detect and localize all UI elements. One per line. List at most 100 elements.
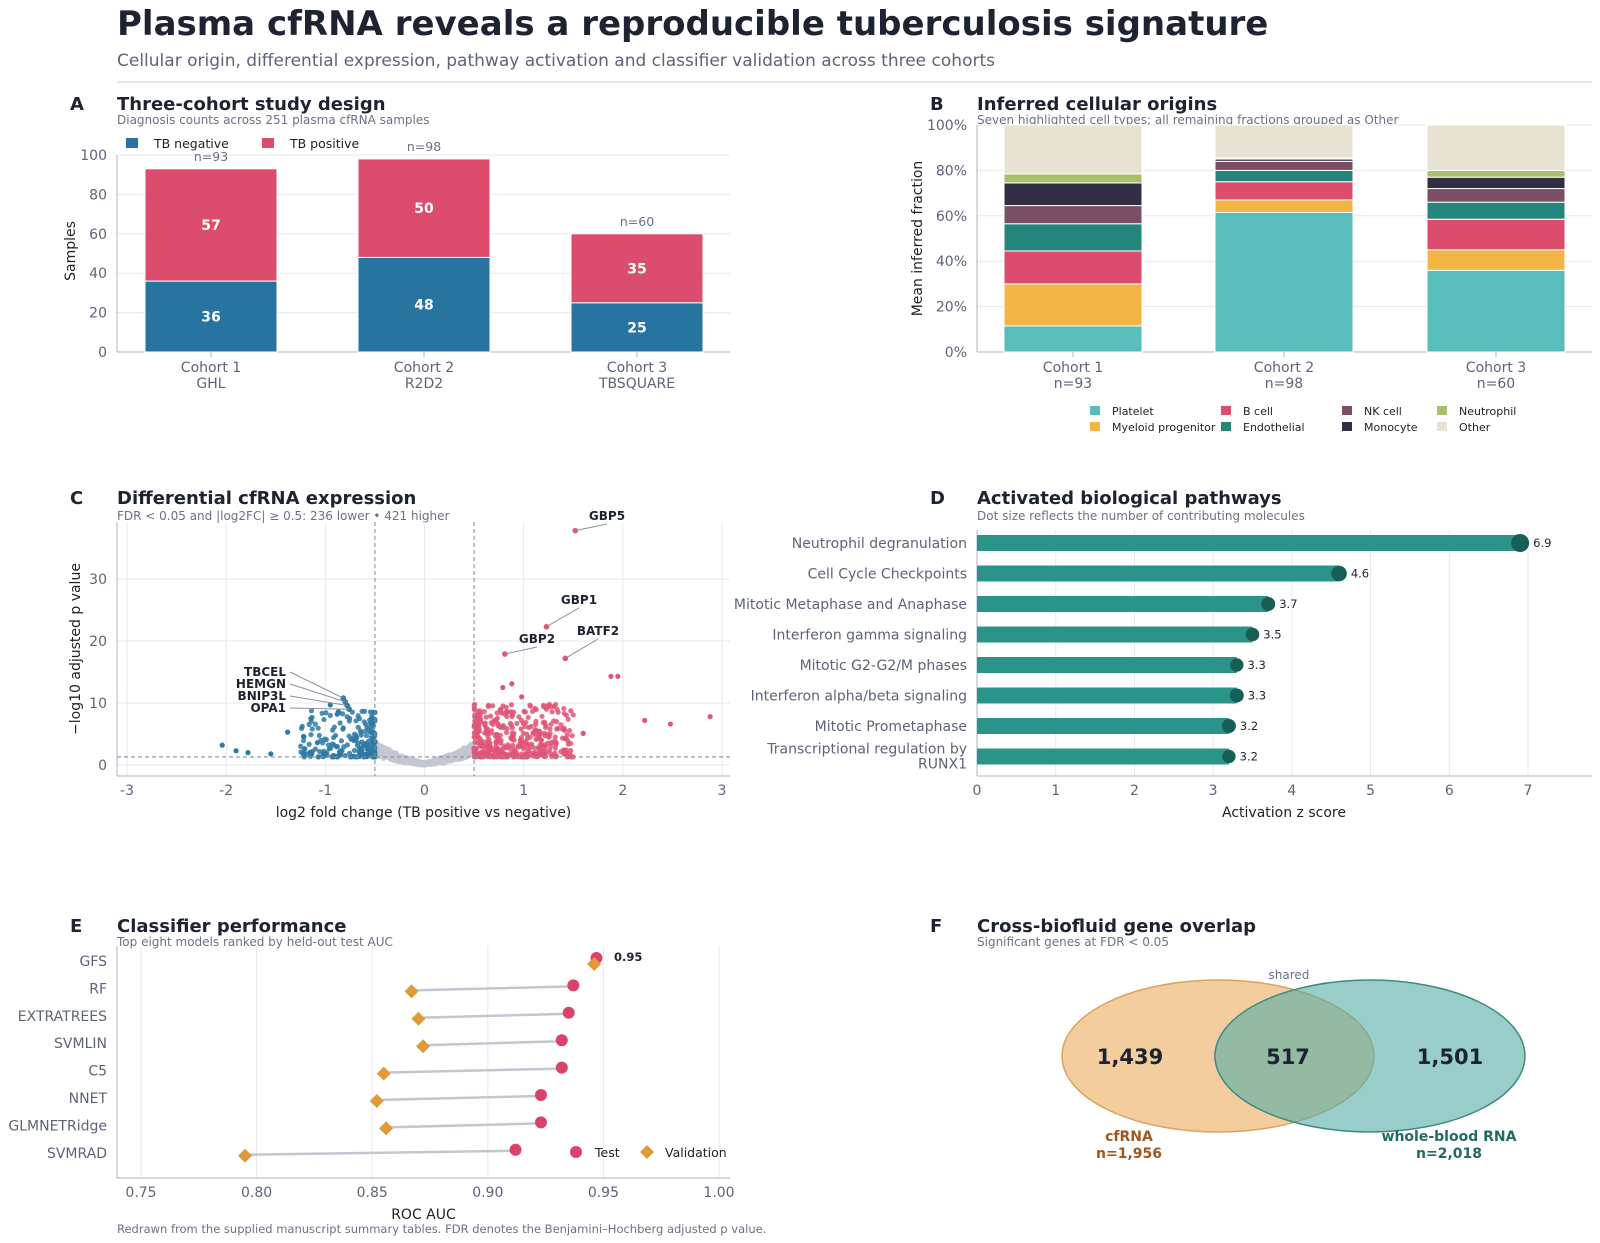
y-tick-label: 60 <box>89 227 107 243</box>
x-tick-label: -1 <box>318 783 332 799</box>
bar-segment <box>1426 169 1566 178</box>
volcano-point-up <box>532 726 538 733</box>
volcano-point-up <box>524 731 530 737</box>
x-tick-label: 1 <box>519 783 528 799</box>
panel-b-header: B Inferred cellular origins Seven highli… <box>930 94 1398 127</box>
panel-e-title: Classifier performance <box>117 916 346 937</box>
bar-value-label: 57 <box>201 218 220 234</box>
bar-segment <box>1426 201 1566 220</box>
volcano-point-up <box>580 730 586 736</box>
volcano-point-up <box>495 722 501 729</box>
bar-segment <box>1214 124 1354 159</box>
test-point <box>555 1061 568 1074</box>
volcano-point-up <box>528 723 534 729</box>
volcano-point-down <box>309 726 315 732</box>
volcano-point-up <box>553 740 559 746</box>
y-tick-label: 0 <box>98 345 107 361</box>
volcano-point-down <box>363 732 369 739</box>
panel-f-title: Cross-biofluid gene overlap <box>977 916 1256 937</box>
x-tick-label: 7 <box>1524 783 1533 799</box>
pathway-bar <box>977 687 1237 704</box>
test-point <box>534 1089 547 1101</box>
volcano-point-down <box>334 711 340 717</box>
pathway-bar <box>977 657 1237 673</box>
x-tick-label: 5 <box>1366 783 1375 799</box>
pathway-bar <box>977 535 1521 551</box>
bar-segment <box>1214 199 1354 213</box>
panel-e-chart: 0.75 0.80 0.85 0.90 0.95 1.00 ROC AUC GFS RF EXTR… <box>8 946 735 1223</box>
bar-segment <box>1426 176 1566 190</box>
volcano-point-up <box>566 727 573 734</box>
legend-label: Endothelial <box>1243 421 1305 434</box>
volcano-point-down <box>344 714 350 720</box>
pathway-bar <box>977 748 1229 765</box>
panel-c-subtitle: FDR < 0.05 and |log2FC| ≥ 0.5: 236 lower… <box>117 509 450 523</box>
volcano-point-down <box>326 746 332 752</box>
volcano-point-down <box>316 732 322 739</box>
y-tick-label: 0 <box>98 758 107 774</box>
dumbbell-connector <box>411 985 574 992</box>
volcano-point-up <box>541 719 548 725</box>
dumbbell-connector <box>245 1149 516 1157</box>
volcano-point-down <box>341 744 347 750</box>
volcano-point-up <box>532 721 539 727</box>
validation-point <box>404 984 419 999</box>
model-label: SVMRAD <box>47 1146 107 1162</box>
validation-point <box>369 1094 384 1108</box>
panel-d-letter: D <box>930 488 945 509</box>
bar-segment <box>1214 211 1354 353</box>
pathway-bar <box>977 626 1253 643</box>
volcano-point-down <box>349 735 355 742</box>
legend-swatch <box>1221 422 1231 431</box>
pathway-label-line: Transcriptional regulation by <box>766 742 967 758</box>
pathway-value-label: 6.9 <box>1533 536 1551 550</box>
legend-swatch <box>1342 406 1352 415</box>
volcano-point-up <box>552 734 558 740</box>
pathway-dot <box>1221 719 1236 733</box>
y-tick-label: 10 <box>89 696 107 712</box>
volcano-point-up <box>509 681 515 687</box>
volcano-point-down <box>322 736 328 742</box>
venn-whole-blood-size: n=2,018 <box>1416 1146 1482 1162</box>
pathway-label-line: RUNX1 <box>918 757 967 773</box>
bar-value-label: 48 <box>414 298 433 314</box>
x-tick-label: Cohort 3 TBSQUARE <box>598 360 675 392</box>
volcano-point-up <box>558 722 564 728</box>
volcano-point-ns <box>378 748 384 755</box>
venn-shared-label: shared <box>1269 968 1310 982</box>
volcano-point-up <box>485 703 491 709</box>
volcano-point-up <box>518 726 524 732</box>
pathway-label-line: Interferon gamma signaling <box>772 628 967 644</box>
volcano-point-up <box>476 726 482 732</box>
pathway-dot <box>1511 534 1530 552</box>
pathway-label: Cell Cycle Checkpoints <box>808 567 967 583</box>
volcano-point-ns <box>390 756 397 763</box>
volcano-point-ns <box>406 759 412 765</box>
volcano-point-labeled <box>346 706 352 712</box>
volcano-point-up <box>608 673 614 679</box>
legend-swatch <box>1342 422 1352 431</box>
x-tick-label: -2 <box>219 783 233 799</box>
model-label: EXTRATREES <box>18 1009 107 1025</box>
y-tick-label: 20% <box>936 300 967 316</box>
volcano-point-down <box>331 724 337 730</box>
volcano-point-up <box>497 753 503 760</box>
x-tick-label-line: Cohort 2 <box>1254 360 1314 376</box>
x-axis-label: log2 fold change (TB positive vs negativ… <box>276 805 572 821</box>
volcano-point-up <box>530 750 536 756</box>
volcano-point-ns <box>441 760 447 766</box>
volcano-point-down <box>329 741 336 747</box>
bar-segment <box>1003 250 1143 285</box>
volcano-point-up <box>482 721 488 727</box>
volcano-point-up <box>500 684 506 691</box>
panel-c-letter: C <box>70 488 83 509</box>
bar-segment <box>1003 325 1143 353</box>
volcano-point-up <box>551 718 557 724</box>
pathway-value-label: 3.5 <box>1263 628 1281 642</box>
bar-segment <box>1426 269 1566 353</box>
panel-d-chart: 0 1 2 3 4 5 6 7 Activation z score 6.9 Neutrophil … <box>734 530 1592 821</box>
x-tick-label: 0.80 <box>241 1185 272 1201</box>
x-tick-label: 0.95 <box>588 1185 619 1201</box>
volcano-point-down <box>361 719 367 725</box>
volcano-point-up <box>511 730 517 736</box>
